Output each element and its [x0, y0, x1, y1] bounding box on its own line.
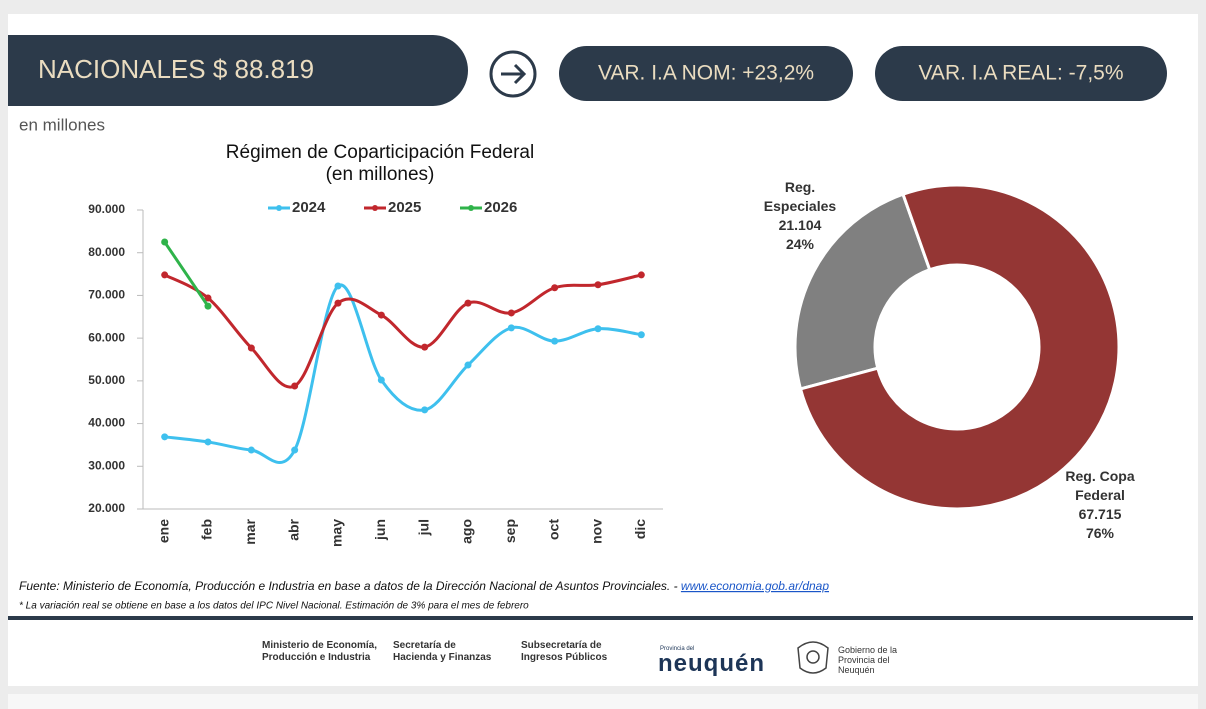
x-tick-label: oct — [545, 519, 561, 540]
point — [637, 271, 645, 279]
x-tick-label: ago — [459, 519, 475, 544]
y-tick-label: 80.000 — [88, 245, 125, 259]
source-link[interactable]: www.economia.gob.ar/dnap — [681, 579, 829, 593]
y-tick-label: 60.000 — [88, 330, 125, 344]
point — [204, 302, 212, 310]
logo-text: Ministerio de Economía, Producción e Ind… — [262, 640, 378, 663]
value-label: 67.715 — [1078, 506, 1122, 522]
point — [247, 344, 255, 352]
badge — [875, 46, 1167, 101]
point — [377, 311, 385, 319]
point — [507, 309, 515, 317]
point — [507, 324, 515, 332]
badge-text: VAR. I.A NOM: +23,2% — [598, 62, 814, 85]
percent-label: 24% — [785, 236, 815, 252]
y-tick-label: 40.000 — [88, 416, 125, 430]
series — [161, 282, 645, 464]
x-tick-label: jun — [372, 519, 388, 541]
x-tick-label: feb — [199, 519, 215, 540]
value-label: 21.104 — [778, 217, 822, 233]
point — [291, 382, 299, 390]
legend-dot — [468, 205, 474, 211]
point — [594, 281, 602, 289]
province-small: Provincia del — [660, 646, 695, 652]
card — [8, 14, 1198, 686]
point — [247, 446, 255, 454]
logo-text: Subsecretaría de Ingresos Públicos — [521, 640, 608, 663]
legend-label: 2024 — [292, 199, 326, 216]
province: neuquén — [658, 650, 765, 677]
legend-label: 2026 — [484, 199, 517, 216]
point — [377, 376, 385, 384]
data-label: Reg. Copa Federal 67.715 76% — [1058, 467, 1142, 543]
point — [204, 294, 212, 302]
donut-slice — [793, 192, 932, 391]
next-card — [8, 694, 1198, 709]
data-label: Reg. Especiales 21.104 24% — [758, 178, 842, 254]
x-tick-label: nov — [589, 519, 605, 544]
chart-subtitle: (en millones) — [326, 164, 435, 185]
point — [551, 337, 559, 345]
y-tick-label: 20.000 — [88, 501, 125, 515]
point — [161, 433, 169, 441]
series — [161, 271, 645, 390]
badge-text: VAR. I.A REAL: -7,5% — [918, 62, 1123, 85]
line — [163, 241, 210, 307]
point — [204, 438, 212, 446]
point — [464, 361, 472, 369]
unit-note: en millones — [19, 115, 105, 134]
point — [637, 331, 645, 339]
x-tick-label: mar — [242, 518, 258, 544]
y-tick-label: 90.000 — [88, 202, 125, 216]
legend-dot — [372, 205, 378, 211]
point — [594, 325, 602, 333]
point — [334, 282, 342, 290]
legend-label: 2025 — [388, 199, 421, 216]
badge — [559, 46, 853, 101]
series — [161, 238, 212, 310]
x-tick-label: sep — [502, 519, 518, 543]
source-text: Fuente: Ministerio de Economía, Producci… — [19, 579, 681, 593]
divider — [8, 616, 1193, 620]
point — [161, 238, 169, 246]
note: * La variación real se obtiene en base a… — [19, 601, 529, 612]
category-label: Reg. Copa Federal — [1065, 468, 1135, 503]
y-tick-label: 30.000 — [88, 458, 125, 472]
point — [551, 284, 559, 292]
header-bar — [8, 35, 468, 106]
point — [161, 271, 169, 279]
x-tick-label: may — [329, 519, 345, 547]
y-tick-label: 70.000 — [88, 288, 125, 302]
logo-text: Secretaría de Hacienda y Finanzas — [393, 640, 492, 663]
x-tick-label: abr — [285, 518, 301, 540]
x-tick-label: jul — [415, 519, 431, 536]
source: Fuente: Ministerio de Economía, Producci… — [19, 579, 829, 593]
point — [291, 446, 299, 454]
point — [464, 299, 472, 307]
government: Gobierno de la Provincia del Neuquén — [838, 645, 898, 675]
y-tick-label: 50.000 — [88, 373, 125, 387]
point — [421, 406, 429, 414]
arrow — [501, 63, 527, 85]
legend-dot — [276, 205, 282, 211]
category-label: Reg. Especiales — [763, 179, 837, 214]
crest-icon — [797, 641, 829, 674]
x-tick-label: ene — [155, 519, 171, 543]
x-tick-label: dic — [632, 519, 648, 539]
arrow-icon — [489, 50, 537, 98]
chart-title: Régimen de Coparticipación Federal — [226, 142, 534, 163]
donut-slice — [798, 183, 1121, 511]
point — [334, 299, 342, 307]
header-title: NACIONALES $ 88.819 — [38, 54, 314, 84]
point — [421, 343, 429, 351]
percent-label: 76% — [1085, 525, 1115, 541]
